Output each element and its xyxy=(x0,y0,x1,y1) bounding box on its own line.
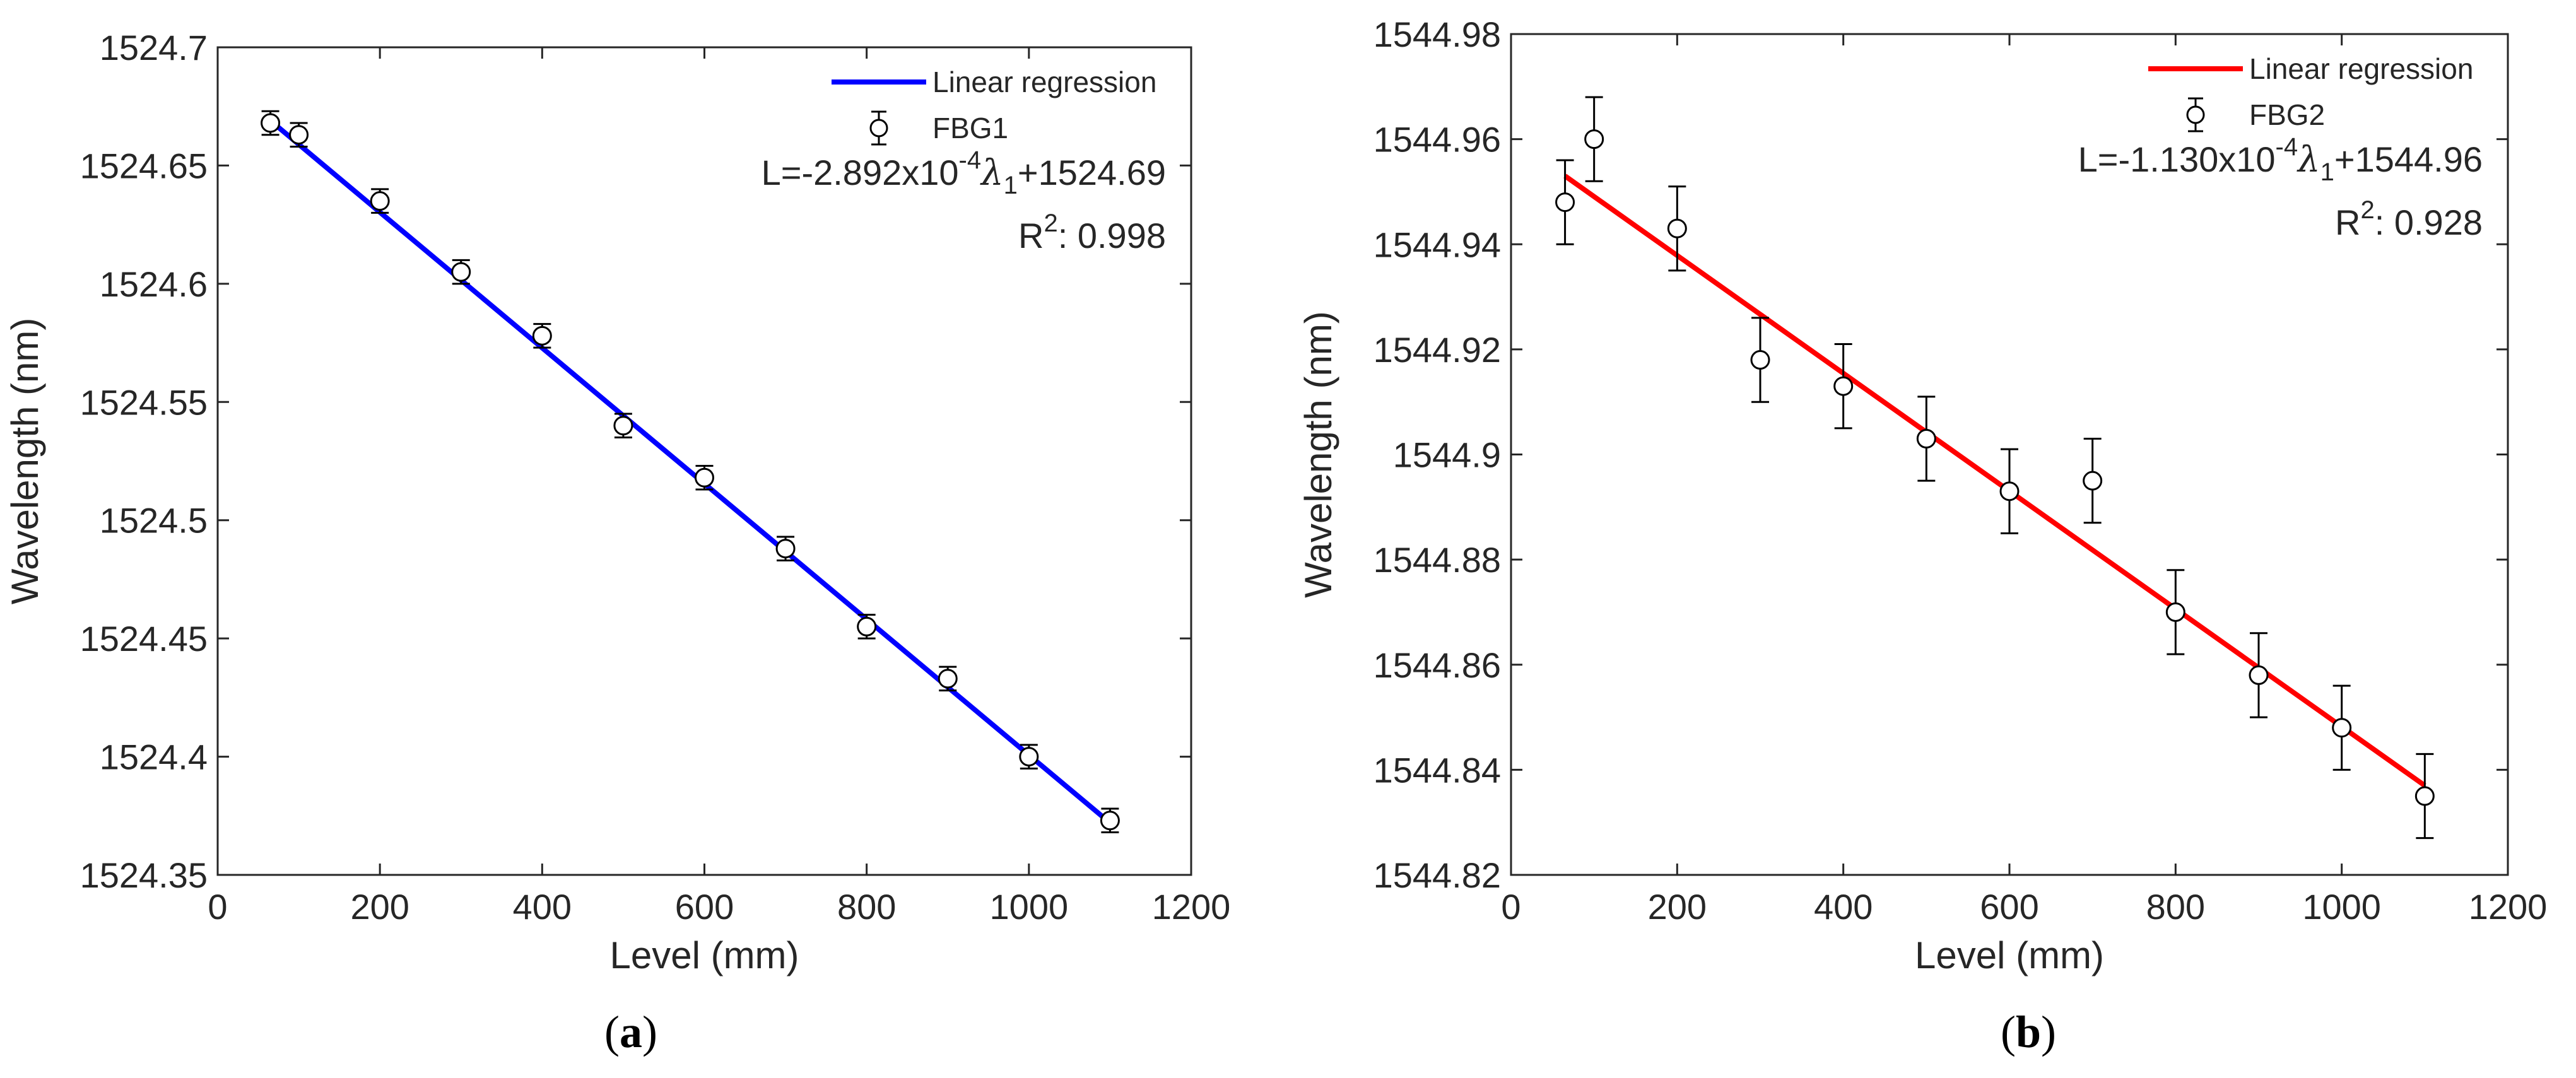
legend-marker-symbol xyxy=(869,119,888,138)
r-squared-value: R2: 0.998 xyxy=(1018,209,1166,255)
x-tick-label: 400 xyxy=(1814,887,1873,927)
data-point xyxy=(2332,718,2352,738)
y-tick-label: 1544.96 xyxy=(1373,120,1501,160)
data-point xyxy=(857,616,877,636)
data-point xyxy=(1584,129,1604,149)
data-point xyxy=(1100,811,1120,831)
data-point xyxy=(2249,665,2269,685)
y-axis-label: Wavelength (nm) xyxy=(4,318,46,605)
data-point xyxy=(451,262,471,282)
data-point xyxy=(2165,602,2185,622)
y-tick-label: 1544.88 xyxy=(1373,540,1501,580)
x-tick-label: 200 xyxy=(350,887,409,927)
plot-area xyxy=(216,46,1192,876)
chart-panel-a: 0 200 400 600 800 1000 1200 1524.35 1524.4 1524.4… xyxy=(4,28,1230,1057)
x-axis-label: Level (mm) xyxy=(1915,934,2104,976)
y-tick-label: 1544.9 xyxy=(1393,435,1501,475)
x-tick-label: 1200 xyxy=(2469,887,2548,927)
legend-marker-symbol xyxy=(2186,105,2205,124)
y-tick-label: 1544.98 xyxy=(1373,15,1501,54)
legend-line-label: Linear regression xyxy=(2249,52,2473,85)
y-tick-label: 1524.45 xyxy=(80,619,208,659)
x-tick-label: 600 xyxy=(675,887,734,927)
data-point xyxy=(2414,786,2435,806)
data-point xyxy=(1750,350,1770,370)
y-tick-label: 1524.35 xyxy=(80,855,208,895)
y-tick-label: 1524.65 xyxy=(80,146,208,185)
data-point xyxy=(1555,192,1575,213)
data-point xyxy=(695,467,714,488)
subfigure-label: (b) xyxy=(2001,1007,2056,1057)
data-point xyxy=(532,325,552,346)
data-point xyxy=(938,669,958,689)
y-tick-label: 1524.4 xyxy=(100,737,208,777)
x-tick-label: 1200 xyxy=(1152,887,1231,927)
x-tick-label: 0 xyxy=(1501,887,1520,927)
x-tick-label: 800 xyxy=(837,887,896,927)
data-point xyxy=(1833,376,1854,396)
y-tick-label: 1544.84 xyxy=(1373,750,1501,790)
regression-line xyxy=(269,119,1112,825)
regression-line xyxy=(1563,173,2426,788)
x-tick-label: 200 xyxy=(1648,887,1707,927)
data-point xyxy=(1667,218,1687,238)
data-point xyxy=(2083,471,2103,491)
x-axis-label: Level (mm) xyxy=(609,934,799,976)
y-tick-label: 1524.6 xyxy=(100,264,208,304)
data-point xyxy=(1999,481,2020,501)
data-point xyxy=(289,125,309,145)
y-tick-label: 1524.7 xyxy=(100,28,208,67)
x-tick-label: 400 xyxy=(513,887,572,927)
y-tick-label: 1524.5 xyxy=(100,501,208,541)
regression-equation: L=-1.130x10-4λ1+1544.96 xyxy=(2078,133,2483,186)
chart-panel-b: 0 200 400 600 800 1000 1200 1544.82 1544.84 1544.… xyxy=(1297,15,2547,1057)
y-tick-label: 1544.82 xyxy=(1373,855,1501,895)
regression-equation: L=-2.892x10-4λ1+1524.69 xyxy=(762,146,1166,199)
y-tick-label: 1524.55 xyxy=(80,382,208,422)
legend-marker-label: FBG1 xyxy=(932,112,1008,144)
data-point xyxy=(1019,747,1039,767)
subfigure-label: (a) xyxy=(604,1007,657,1057)
data-point xyxy=(1916,429,1936,449)
r-squared-value: R2: 0.928 xyxy=(2335,196,2483,242)
data-point xyxy=(775,539,796,559)
y-tick-label: 1544.94 xyxy=(1373,225,1501,264)
legend-line-label: Linear regression xyxy=(932,66,1156,98)
y-axis-label: Wavelength (nm) xyxy=(1297,311,1339,598)
legend-marker-label: FBG2 xyxy=(2249,98,2325,131)
x-tick-label: 1000 xyxy=(990,887,1069,927)
x-tick-label: 600 xyxy=(1980,887,2038,927)
data-point xyxy=(370,191,390,211)
data-point xyxy=(261,113,281,133)
x-tick-label: 800 xyxy=(2146,887,2205,927)
x-tick-label: 1000 xyxy=(2302,887,2381,927)
y-tick-label: 1544.86 xyxy=(1373,645,1501,685)
y-tick-label: 1544.92 xyxy=(1373,330,1501,370)
x-tick-label: 0 xyxy=(208,887,227,927)
data-point xyxy=(613,416,633,436)
